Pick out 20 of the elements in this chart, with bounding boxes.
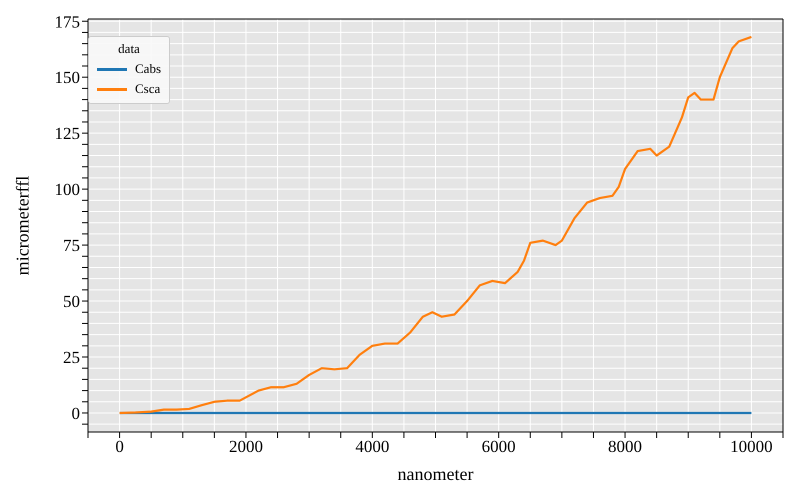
y-tick-label: 175 [54, 12, 80, 32]
legend-label: Cabs [135, 60, 161, 78]
y-tick-label: 25 [63, 348, 80, 368]
x-tick-label: 2000 [228, 437, 263, 456]
x-tick-label: 8000 [608, 437, 642, 456]
x-tick-label: 10000 [730, 437, 773, 456]
legend-label: Csca [135, 80, 160, 98]
x-tick-label: 6000 [482, 437, 516, 456]
x-tick-label: 0 [115, 437, 124, 456]
y-axis-title: micrometerffl [12, 176, 32, 276]
y-tick-label: 100 [54, 180, 80, 200]
x-tick-label: 4000 [355, 437, 390, 456]
y-tick-label: 50 [63, 292, 80, 312]
y-tick-label: 125 [54, 124, 80, 144]
line-series [118, 36, 753, 414]
y-tick-label: 150 [54, 68, 80, 88]
legend-title: data [117, 41, 141, 57]
x-axis-title: nanometer [398, 464, 474, 484]
y-tick-label: 0 [72, 404, 80, 424]
y-tick-label: 75 [63, 236, 80, 256]
